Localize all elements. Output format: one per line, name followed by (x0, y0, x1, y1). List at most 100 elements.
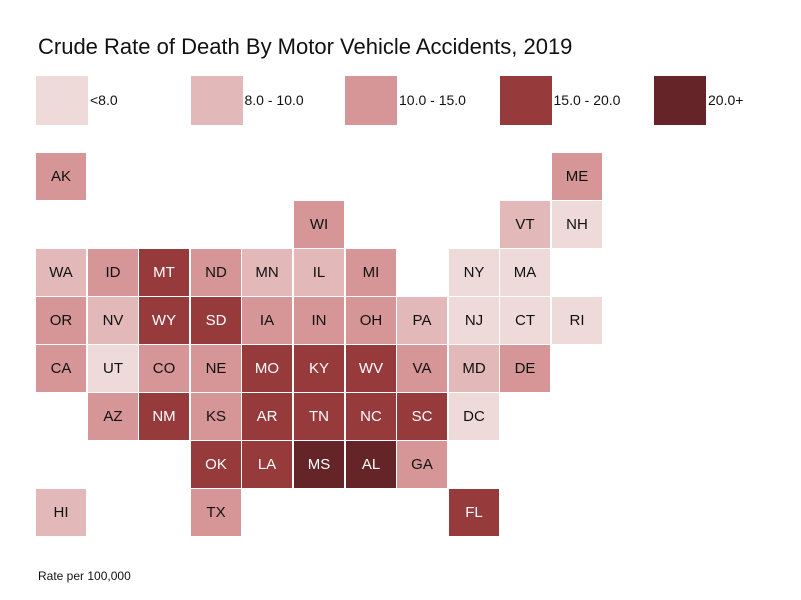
state-tile-ri: RI (552, 297, 602, 344)
state-tile-nc: NC (346, 393, 396, 440)
state-tile-de: DE (500, 345, 550, 392)
state-tile-ms: MS (294, 441, 344, 488)
state-label: MI (362, 264, 380, 281)
state-tile-ca: CA (36, 345, 86, 392)
state-tile-hi: HI (36, 489, 86, 536)
state-tile-ar: AR (242, 393, 292, 440)
state-tile-or: OR (36, 297, 86, 344)
state-tile-fl: FL (449, 489, 499, 536)
state-label: WA (49, 264, 73, 281)
state-tile-nm: NM (139, 393, 189, 440)
state-label: WI (309, 216, 329, 233)
rate-note: Rate per 100,000 (38, 569, 131, 583)
state-label: IA (259, 312, 275, 329)
state-tile-ak: AK (36, 153, 86, 200)
state-label: TX (206, 504, 226, 521)
state-label: CO (152, 360, 176, 377)
state-label: NE (205, 360, 227, 377)
state-tile-az: AZ (88, 393, 138, 440)
state-label: ID (105, 264, 121, 281)
state-tile-nd: ND (191, 249, 241, 296)
state-label: SC (411, 408, 433, 425)
state-tile-dc: DC (449, 393, 499, 440)
state-tile-al: AL (346, 441, 396, 488)
state-label: IN (311, 312, 327, 329)
legend-swatch (190, 76, 243, 125)
state-tile-sd: SD (191, 297, 241, 344)
state-tile-ct: CT (500, 297, 550, 344)
state-label: UT (103, 360, 123, 377)
state-tile-co: CO (139, 345, 189, 392)
state-tile-me: ME (552, 153, 602, 200)
state-label: TN (309, 408, 329, 425)
state-tile-ia: IA (242, 297, 292, 344)
chart-title: Crude Rate of Death By Motor Vehicle Acc… (38, 34, 573, 59)
state-label: DC (463, 408, 485, 425)
state-label: NH (566, 216, 588, 233)
state-label: MT (153, 264, 175, 281)
legend-label: <8.0 (90, 92, 118, 108)
state-label: OH (359, 312, 383, 329)
state-label: MN (255, 264, 279, 281)
state-tile-il: IL (294, 249, 344, 296)
state-label: MA (513, 264, 537, 281)
state-tile-mo: MO (242, 345, 292, 392)
state-tile-nv: NV (88, 297, 138, 344)
legend-label: 20.0+ (708, 92, 744, 108)
state-label: LA (257, 456, 277, 473)
state-label: SD (205, 312, 227, 329)
state-tile-tx: TX (191, 489, 241, 536)
state-label: FL (465, 504, 483, 521)
state-label: IL (312, 264, 326, 281)
state-tile-mi: MI (346, 249, 396, 296)
legend-swatch (345, 76, 397, 125)
state-label: DE (514, 360, 536, 377)
state-label: AK (50, 168, 71, 185)
legend-label: 15.0 - 20.0 (553, 92, 621, 108)
state-tile-wy: WY (139, 297, 189, 344)
state-label: MD (462, 360, 486, 377)
legend-label: 10.0 - 15.0 (399, 92, 466, 108)
state-tile-mt: MT (139, 249, 189, 296)
state-tile-mn: MN (242, 249, 292, 296)
state-tile-ga: GA (397, 441, 447, 488)
state-tile-ma: MA (500, 249, 550, 296)
state-tile-ny: NY (449, 249, 499, 296)
state-tile-md: MD (449, 345, 499, 392)
state-label: NM (152, 408, 176, 425)
state-label: AZ (103, 408, 123, 425)
state-label: AR (256, 408, 278, 425)
state-label: OR (49, 312, 73, 329)
state-tile-nh: NH (552, 201, 602, 248)
state-tile-ky: KY (294, 345, 344, 392)
legend-swatch (36, 76, 88, 125)
state-label: VA (412, 360, 432, 377)
state-label: CT (515, 312, 535, 329)
state-label: MS (307, 456, 331, 473)
state-label: KY (308, 360, 329, 377)
state-label: NC (360, 408, 382, 425)
state-tile-ut: UT (88, 345, 138, 392)
state-label: RI (569, 312, 585, 329)
state-tile-nj: NJ (449, 297, 499, 344)
state-label: NY (463, 264, 485, 281)
state-label: PA (412, 312, 432, 329)
state-tile-wa: WA (36, 249, 86, 296)
state-label: WY (151, 312, 177, 329)
legend-swatch (654, 76, 706, 125)
state-tile-pa: PA (397, 297, 447, 344)
state-label: NJ (464, 312, 484, 329)
state-label: OK (205, 456, 227, 473)
state-tile-sc: SC (397, 393, 447, 440)
state-label: ND (205, 264, 227, 281)
state-label: MO (254, 360, 280, 377)
state-tile-wv: WV (346, 345, 396, 392)
state-label: ME (565, 168, 589, 185)
state-label: HI (53, 504, 69, 521)
state-tile-wi: WI (294, 201, 344, 248)
state-tile-la: LA (242, 441, 292, 488)
state-tile-oh: OH (346, 297, 396, 344)
state-tile-va: VA (397, 345, 447, 392)
state-tile-ne: NE (191, 345, 241, 392)
